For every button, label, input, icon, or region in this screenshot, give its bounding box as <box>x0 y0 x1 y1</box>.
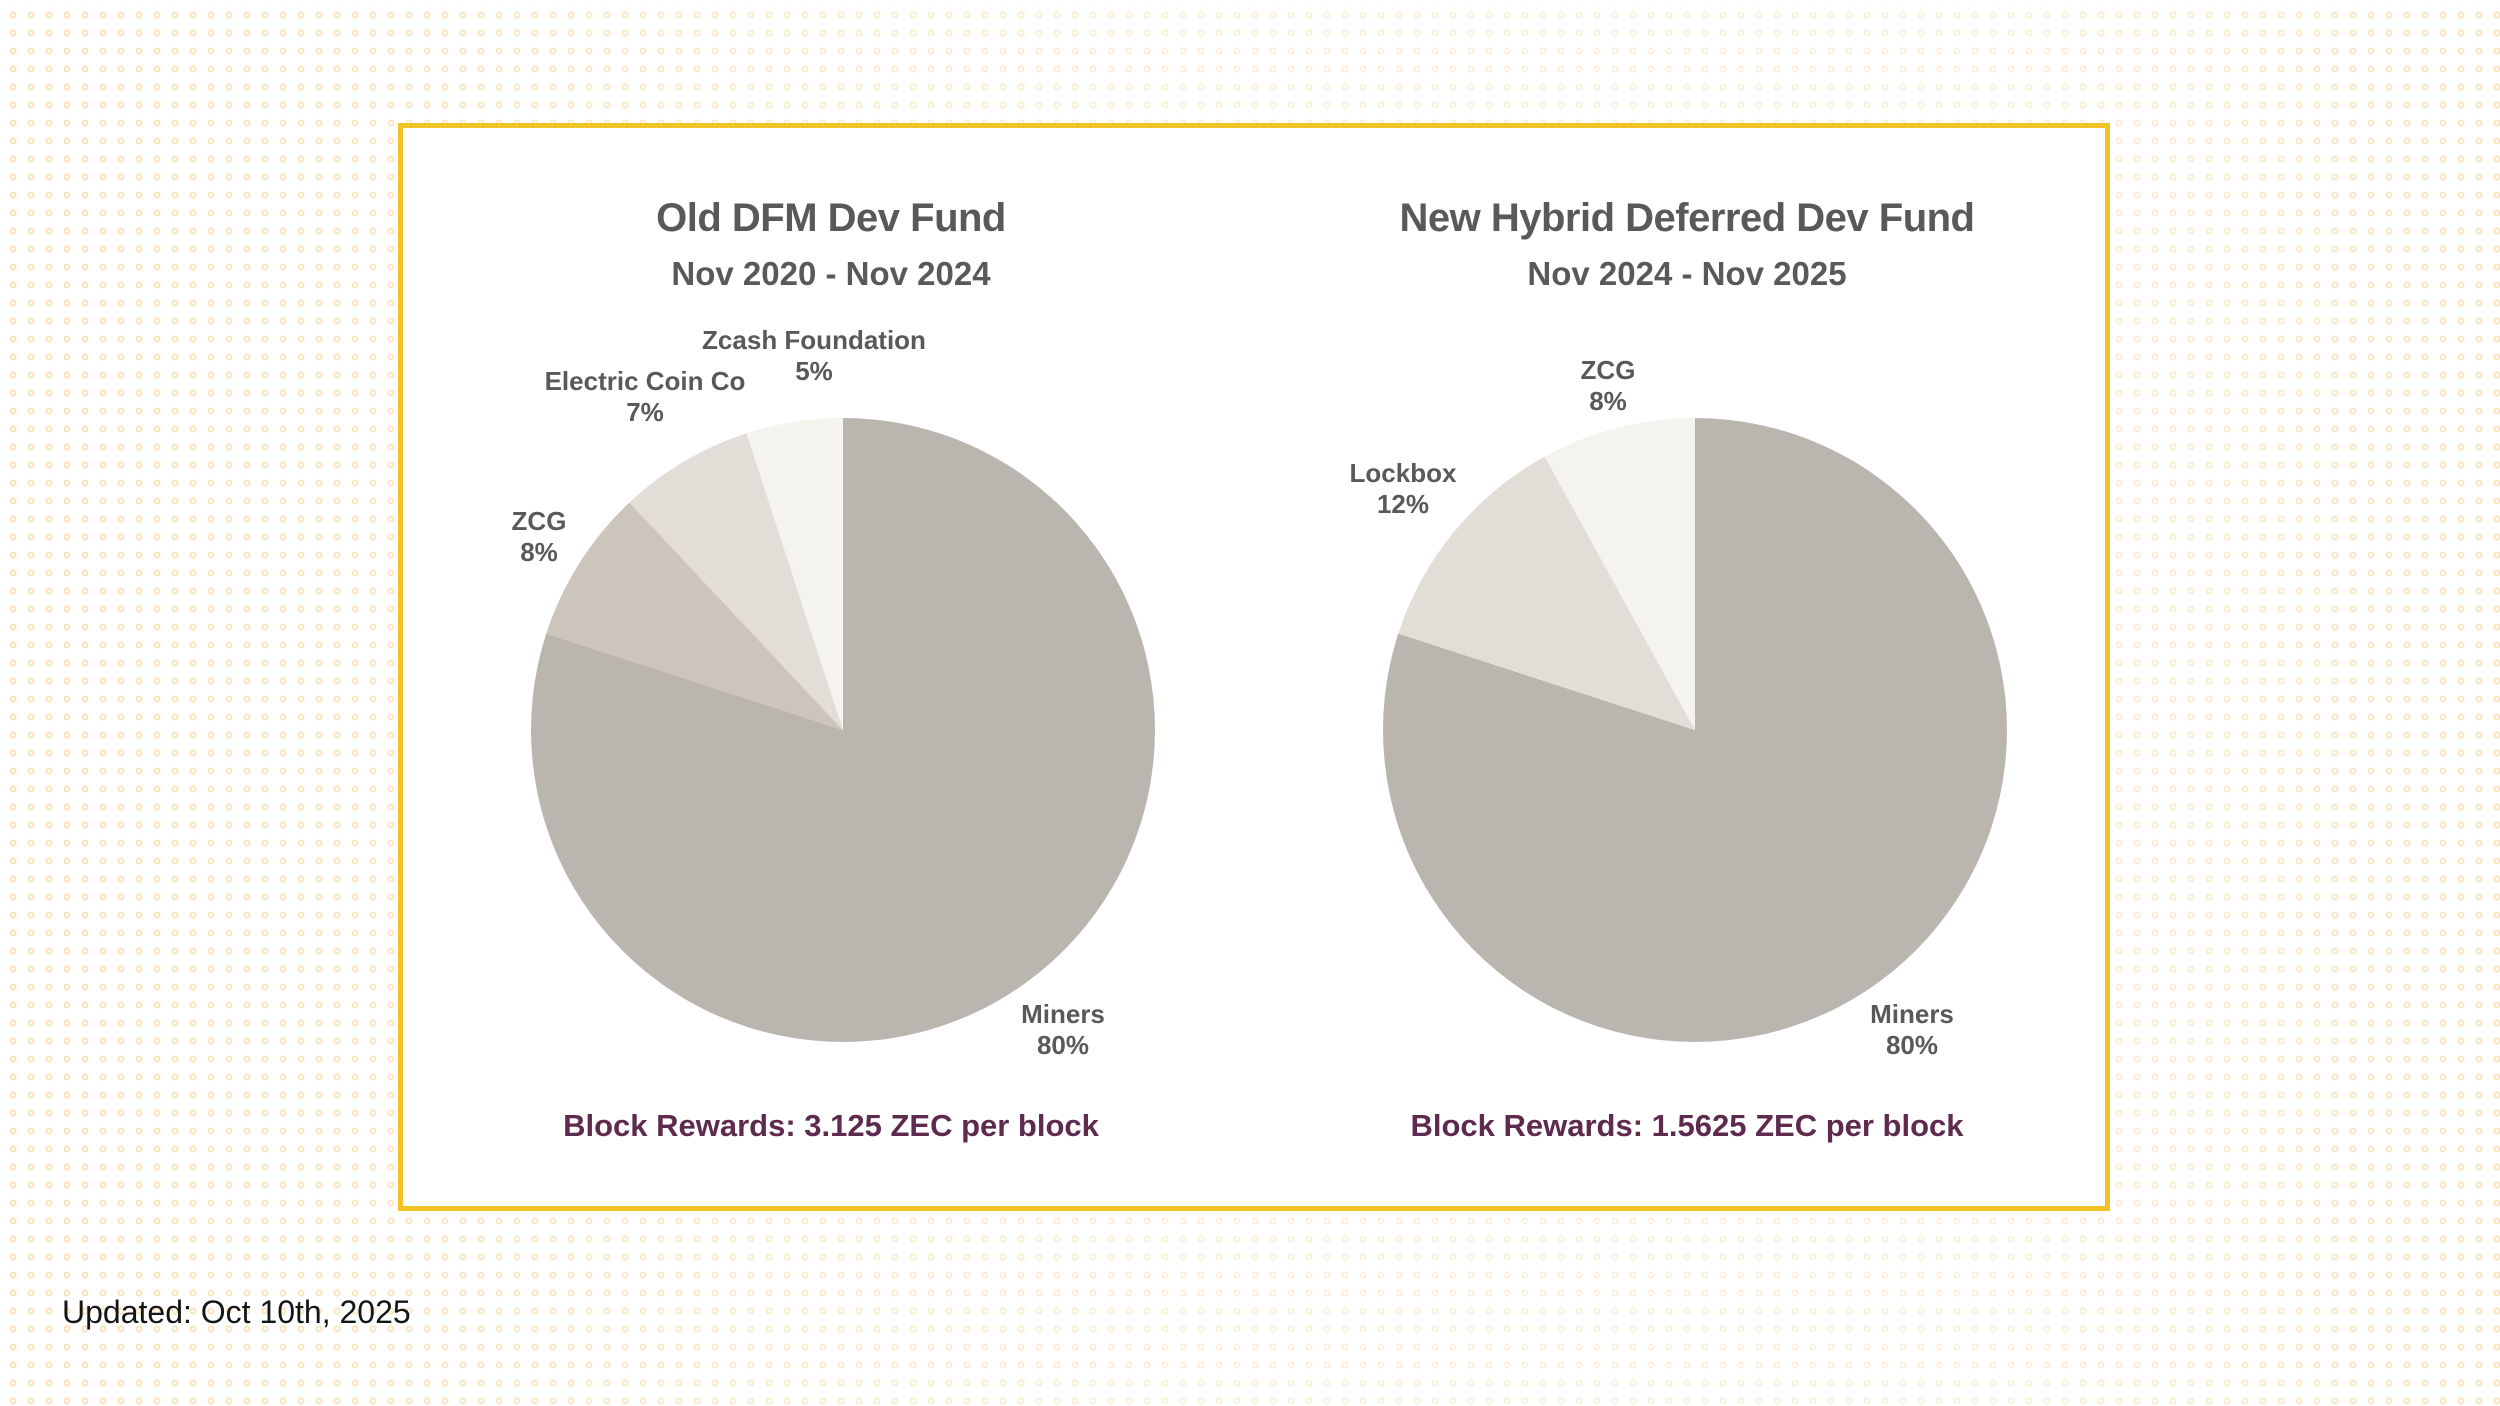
new-hybrid-title: New Hybrid Deferred Dev Fund <box>1399 196 1975 240</box>
chart-panel: Old DFM Dev Fund Nov 2020 - Nov 2024 Zca… <box>398 123 2110 1211</box>
label-zcg-new-name: ZCG <box>1580 354 1636 385</box>
label-miners-old-name: Miners <box>1021 998 1105 1029</box>
pie-slice-miners <box>531 418 1155 1042</box>
new-hybrid-chart: New Hybrid Deferred Dev Fund Nov 2024 - … <box>1259 128 2115 1206</box>
label-lockbox-pct: 12% <box>1376 489 1430 519</box>
label-zcg-new: ZCG 8% <box>1581 355 1636 417</box>
label-miners-new-pct: 80% <box>1885 1030 1939 1060</box>
label-zcg-new-pct: 8% <box>1589 386 1627 416</box>
label-zcash-foundation: Zcash Foundation 5% <box>702 325 926 387</box>
pie-slice-zcg <box>546 502 843 730</box>
old-dfm-subtitle: Nov 2020 - Nov 2024 <box>671 255 991 292</box>
label-zcg-old-name: ZCG <box>511 505 567 536</box>
label-lockbox: Lockbox 12% <box>1350 458 1457 520</box>
label-electric-coin-co-name: Electric Coin Co <box>544 365 746 396</box>
label-electric-coin-co: Electric Coin Co 7% <box>545 366 746 428</box>
label-electric-coin-co-pct: 7% <box>626 397 664 427</box>
label-zcash-foundation-name: Zcash Foundation <box>702 324 926 355</box>
pie-slice-lockbox <box>1398 456 1695 730</box>
label-zcg-old: ZCG 8% <box>512 506 567 568</box>
new-hybrid-pie <box>1383 418 2007 1042</box>
old-dfm-title: Old DFM Dev Fund <box>656 196 1006 240</box>
new-hybrid-caption: Block Rewards: 1.5625 ZEC per block <box>1410 1108 1964 1143</box>
pie-slice-miners <box>1383 418 2007 1042</box>
pie-slice-electric-coin-co <box>629 433 843 730</box>
updated-date-note: Updated: Oct 10th, 2025 <box>62 1294 411 1330</box>
old-dfm-pie <box>531 418 1155 1042</box>
label-lockbox-name: Lockbox <box>1349 457 1457 488</box>
label-miners-old-pct: 80% <box>1036 1030 1090 1060</box>
new-hybrid-subtitle: Nov 2024 - Nov 2025 <box>1527 255 1847 292</box>
label-zcash-foundation-pct: 5% <box>795 356 833 386</box>
label-zcg-old-pct: 8% <box>520 537 558 567</box>
pie-slice-zcg <box>1544 418 1695 730</box>
old-dfm-chart: Old DFM Dev Fund Nov 2020 - Nov 2024 Zca… <box>403 128 1259 1206</box>
old-dfm-caption: Block Rewards: 3.125 ZEC per block <box>563 1108 1099 1143</box>
label-miners-new-name: Miners <box>1870 998 1954 1029</box>
label-miners-new: Miners 80% <box>1870 999 1954 1061</box>
label-miners-old: Miners 80% <box>1021 999 1105 1061</box>
pie-slice-zcash-foundation <box>746 418 843 730</box>
